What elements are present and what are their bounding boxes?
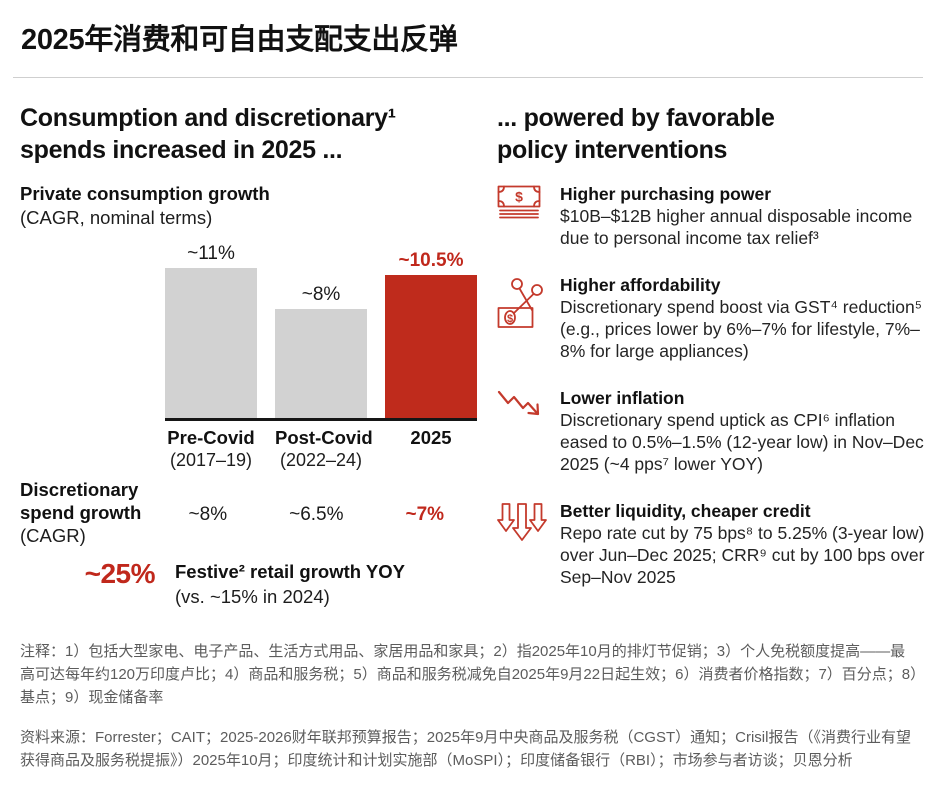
festive-text: Festive² retail growth YOY (vs. ~15% in … <box>175 561 405 607</box>
bar-chart: ~11% ~8% ~10.5% Pre-Covid (2017–19) <box>165 243 477 472</box>
policy-item-affordability: $ Higher affordability Discretionary spe… <box>497 274 925 362</box>
bars-row: ~11% ~8% ~10.5% <box>165 243 477 418</box>
triple-down-arrows-icon <box>497 500 560 588</box>
festive-value: ~25% <box>84 558 156 589</box>
policy-title: Lower inflation <box>560 388 685 408</box>
bar-cell-2025: ~10.5% <box>385 250 477 418</box>
festive-row: ~25% Festive² retail growth YOY (vs. ~15… <box>20 559 405 609</box>
policy-body: $10B–$12B higher annual disposable incom… <box>560 206 913 248</box>
footnotes: 注释：1）包括大型家电、电子产品、生活方式用品、家居用品和家具；2）指2025年… <box>20 643 918 706</box>
category-post-covid: Post-Covid (2022–24) <box>275 427 373 470</box>
category-labels: Pre-Covid (2017–19) Post-Covid (2022–24)… <box>165 426 477 472</box>
bar-value-label: ~11% <box>187 243 235 264</box>
policy-title: Higher affordability <box>560 275 721 295</box>
policy-text: Lower inflation Discretionary spend upti… <box>560 387 925 475</box>
right-section: ... powered by favorable policy interven… <box>497 102 925 613</box>
banknote-stack-icon: $ <box>497 183 560 249</box>
chart-title: Private consumption growth <box>20 183 270 204</box>
policy-body: Repo rate cut by 75 bps⁸ to 5.25% (3-yea… <box>560 523 925 587</box>
scissors-price-cut-icon: $ <box>497 274 560 362</box>
right-heading: ... powered by favorable policy interven… <box>497 104 775 164</box>
bar-cell-pre-covid: ~11% <box>165 243 257 418</box>
category-2025: 2025 <box>410 427 452 448</box>
bar-cell-post-covid: ~8% <box>275 284 367 418</box>
discretionary-value-2025: ~7% <box>405 504 445 525</box>
bar-2025 <box>385 275 477 418</box>
category-pre-covid: Pre-Covid (2017–19) <box>167 427 255 470</box>
discretionary-row: Discretionary spend growth (CAGR) ~8% ~6… <box>20 478 488 547</box>
discretionary-label: Discretionary spend growth (CAGR) <box>20 479 142 546</box>
svg-text:$: $ <box>515 189 523 205</box>
downward-zigzag-arrow-icon <box>497 387 560 475</box>
source-line: 资料来源：Forrester；CAIT；2025-2026财年联邦预算报告；20… <box>20 729 911 769</box>
bar-value-label: ~8% <box>301 284 341 305</box>
policy-item-liquidity: Better liquidity, cheaper credit Repo ra… <box>497 500 925 588</box>
svg-text:$: $ <box>507 313 513 325</box>
policy-title: Higher purchasing power <box>560 184 771 204</box>
policy-item-inflation: Lower inflation Discretionary spend upti… <box>497 387 925 475</box>
policy-body: Discretionary spend boost via GST⁴ reduc… <box>560 297 923 361</box>
policy-text: Higher affordability Discretionary spend… <box>560 274 925 362</box>
policy-text: Higher purchasing power $10B–$12B higher… <box>560 183 925 249</box>
left-section: Consumption and discretionary¹ spends in… <box>20 102 488 607</box>
bar-value-label: ~10.5% <box>398 250 464 271</box>
policy-title: Better liquidity, cheaper credit <box>560 501 811 521</box>
chart-subtitle: (CAGR, nominal terms) <box>20 207 213 228</box>
policy-body: Discretionary spend uptick as CPI⁶ infla… <box>560 410 924 474</box>
discretionary-value-pre-covid: ~8% <box>188 504 228 525</box>
policy-items: $ Higher purchasing power $10B–$12B high… <box>497 183 925 588</box>
bar-pre-covid <box>165 268 257 418</box>
x-axis-line <box>165 418 477 421</box>
policy-item-purchasing-power: $ Higher purchasing power $10B–$12B high… <box>497 183 925 249</box>
left-heading: Consumption and discretionary¹ spends in… <box>20 104 396 164</box>
bar-post-covid <box>275 309 367 418</box>
policy-text: Better liquidity, cheaper credit Repo ra… <box>560 500 925 588</box>
title-divider <box>13 77 923 78</box>
discretionary-value-post-covid: ~6.5% <box>289 504 344 525</box>
page-title: 2025年消费和可自由支配支出反弹 <box>21 24 458 56</box>
